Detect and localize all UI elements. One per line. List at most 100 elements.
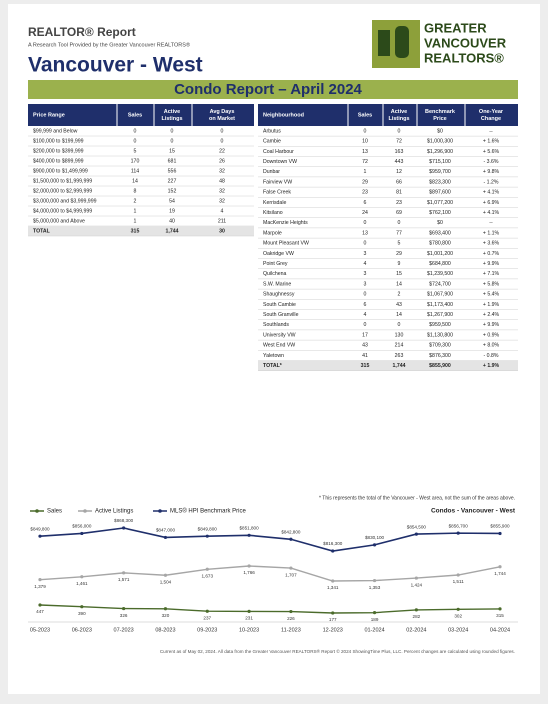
data-label: $849,800	[198, 526, 218, 531]
table-cell: 5	[134, 148, 137, 154]
table-cell: $4,000,000 to $4,999,999	[33, 208, 92, 214]
logo-text: GREATER	[424, 20, 487, 35]
table-cell: 0	[134, 138, 137, 144]
table-cell: University VW	[263, 332, 296, 338]
table-cell: 211	[218, 218, 226, 224]
table-cell: + 8.0%	[483, 343, 500, 349]
data-point	[163, 573, 168, 577]
table-cell: $1,173,400	[427, 302, 453, 308]
table-cell: 77	[396, 230, 402, 236]
table-cell: 13	[362, 230, 368, 236]
table-cell: + 3.6%	[483, 241, 500, 247]
data-label: 1,511	[453, 579, 465, 584]
x-tick-label: 09-2023	[197, 627, 217, 633]
table-cell: $1,067,900	[427, 292, 453, 298]
table-cell: $1,500,000 to $1,999,999	[33, 178, 92, 184]
legend-marker	[83, 509, 87, 513]
table-cell: 152	[168, 188, 177, 194]
table-cell: South Granville	[263, 312, 299, 318]
table-cell: + 1.9%	[483, 302, 500, 308]
logo-shape	[395, 26, 409, 58]
table-cell: $1,001,200	[427, 251, 453, 257]
data-point	[289, 566, 293, 570]
data-label: 1,504	[160, 579, 172, 584]
column-header: Avg Days	[210, 109, 235, 115]
table-cell: 0	[364, 241, 367, 247]
data-point	[414, 576, 418, 580]
table-cell: 66	[396, 179, 402, 185]
data-point	[80, 531, 84, 536]
table-cell: 15	[396, 271, 402, 277]
table-cell: 30	[219, 228, 225, 234]
table-cell: 0	[171, 128, 174, 134]
table-cell: Coal Harbour	[263, 149, 294, 155]
table-cell: $900,000 to $1,499,999	[33, 168, 88, 174]
note: * This represents the total of the Vanco…	[319, 495, 515, 501]
table-cell: 54	[169, 198, 175, 204]
x-tick-label: 07-2023	[114, 627, 134, 633]
legend-marker	[35, 509, 39, 513]
logo-text: VANCOUVER	[424, 35, 507, 50]
data-point	[122, 571, 126, 575]
data-label: 1,673	[202, 574, 214, 579]
table-cell: 4	[364, 312, 367, 318]
data-label: 282	[413, 614, 421, 619]
data-point	[331, 579, 335, 583]
data-point	[205, 534, 209, 538]
legend-label: Active Listings	[95, 509, 133, 515]
table-cell: 32	[219, 188, 225, 194]
table-cell: West End VW	[263, 343, 295, 349]
data-point	[80, 575, 84, 579]
data-point	[289, 537, 293, 541]
table-cell: 556	[168, 168, 177, 174]
table-cell: - 3.6%	[484, 159, 499, 165]
series-line	[39, 527, 501, 552]
table-cell: 10	[362, 139, 368, 145]
series-line	[39, 604, 501, 614]
table-cell: $1,267,900	[427, 312, 453, 318]
table-cell: 14	[132, 178, 138, 184]
table-cell: 0	[221, 138, 224, 144]
table-cell: MacKenzie Heights	[263, 220, 308, 226]
table-cell: + 2.4%	[483, 312, 500, 318]
table-cell: $709,300	[429, 343, 451, 349]
table-cell: + 1.9%	[483, 363, 500, 369]
data-point	[498, 607, 502, 611]
table-cell: 227	[168, 178, 177, 184]
table-cell: 69	[396, 210, 402, 216]
table-cell: 2	[398, 292, 401, 298]
table-cell: 48	[219, 178, 225, 184]
table-cell: Yaletown	[263, 353, 284, 359]
table-cell: 0	[171, 138, 174, 144]
data-point	[331, 549, 335, 553]
banner	[28, 80, 518, 99]
data-point	[163, 535, 168, 540]
table-cell: --	[489, 220, 493, 226]
table-cell: 681	[168, 158, 177, 164]
table-cell: 17	[362, 332, 368, 338]
table-cell: $876,300	[429, 353, 451, 359]
table-cell: + 7.1%	[483, 271, 500, 277]
table-cell: 2	[134, 198, 137, 204]
column-header: One-Year	[479, 109, 504, 115]
data-point	[372, 611, 377, 615]
data-point	[38, 534, 42, 538]
table-cell: TOTAL	[33, 228, 51, 234]
table-cell: Oakridge VW	[263, 251, 294, 257]
table-cell: 1,744	[393, 363, 406, 369]
data-point	[289, 609, 293, 614]
data-label: $847,000	[156, 528, 176, 533]
table-cell: 22	[219, 148, 225, 154]
x-tick-label: 12-2023	[323, 627, 343, 633]
table-cell: 315	[131, 228, 140, 234]
data-label: $830,100	[365, 535, 385, 540]
data-point	[414, 608, 418, 612]
table-cell: 4	[221, 208, 224, 214]
data-label: $842,800	[281, 529, 301, 534]
table-cell: $99,999 and Below	[33, 128, 78, 134]
column-header: Price Range	[33, 112, 65, 118]
table-cell: 43	[396, 302, 402, 308]
table-cell: $5,000,000 and Above	[33, 218, 85, 224]
table-cell: + 9.9%	[483, 261, 500, 267]
